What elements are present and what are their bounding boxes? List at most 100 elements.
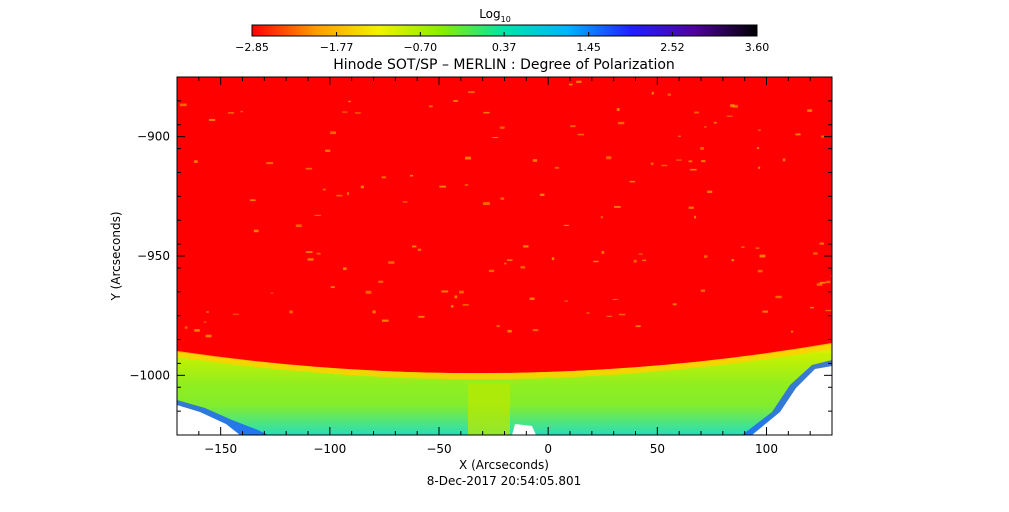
speckle xyxy=(810,306,814,309)
speckle xyxy=(694,111,699,114)
speckle xyxy=(618,313,626,316)
colorbar-tick-label: −1.77 xyxy=(320,41,354,54)
speckle xyxy=(417,248,422,252)
slit-gap-strip xyxy=(468,383,510,435)
speckle xyxy=(606,156,612,160)
speckle xyxy=(816,283,823,286)
x-tick-label: 50 xyxy=(650,442,665,456)
speckle xyxy=(462,304,469,306)
y-tick-label: −900 xyxy=(137,130,170,144)
speckle xyxy=(661,164,668,167)
speckle xyxy=(341,111,348,113)
speckle xyxy=(483,111,490,114)
speckle xyxy=(205,334,212,338)
speckle xyxy=(775,295,782,299)
speckle xyxy=(563,224,570,226)
speckles xyxy=(179,80,832,338)
speckle xyxy=(464,184,469,186)
speckle xyxy=(492,136,499,139)
speckle xyxy=(688,160,693,163)
speckle xyxy=(253,229,259,233)
speckle xyxy=(365,290,372,294)
speckle xyxy=(305,167,313,170)
speckle xyxy=(506,259,513,261)
colorbar-tick-label: 3.60 xyxy=(745,41,770,54)
speckle xyxy=(726,115,733,117)
speckle xyxy=(756,147,760,150)
speckle xyxy=(330,286,335,289)
speckle xyxy=(381,319,389,322)
speckle xyxy=(790,330,794,333)
speckle xyxy=(402,201,408,203)
x-tick-label: 100 xyxy=(755,442,778,456)
speckle xyxy=(551,257,555,261)
speckle xyxy=(523,245,529,248)
speckle xyxy=(577,133,584,136)
speckle xyxy=(635,325,641,328)
x-tick-label: −50 xyxy=(426,442,451,456)
speckle xyxy=(638,253,643,255)
speckle xyxy=(194,329,200,332)
no-data-right xyxy=(752,366,832,435)
x-tick-label: −100 xyxy=(313,442,346,456)
speckle xyxy=(819,281,826,284)
speckle xyxy=(642,259,647,262)
speckle xyxy=(184,326,188,329)
speckle xyxy=(529,297,535,300)
speckle xyxy=(564,300,568,302)
speckle xyxy=(612,298,619,300)
speckle xyxy=(354,112,361,114)
speckle xyxy=(694,215,697,219)
speckle xyxy=(496,325,500,328)
no-data-center xyxy=(512,424,536,435)
speckle xyxy=(439,185,446,188)
speckle xyxy=(409,174,414,177)
x-tick-label: 0 xyxy=(544,442,552,456)
speckle xyxy=(741,246,745,248)
speckle xyxy=(179,103,187,107)
speckle xyxy=(330,131,337,135)
speckle xyxy=(600,216,603,219)
speckle xyxy=(411,245,417,248)
speckle xyxy=(504,262,507,265)
speckle xyxy=(701,160,706,163)
speckle xyxy=(795,133,801,136)
speckle xyxy=(667,93,672,96)
speckle xyxy=(825,309,832,312)
speckle xyxy=(388,261,395,264)
speckle xyxy=(586,312,590,314)
speckle xyxy=(713,121,717,124)
speckle xyxy=(813,252,818,255)
speckle xyxy=(830,275,832,277)
speckle xyxy=(507,329,512,333)
speckle xyxy=(758,129,761,131)
speckle xyxy=(700,147,704,150)
colorbar-tick-label: −2.85 xyxy=(235,41,269,54)
speckle xyxy=(500,197,505,200)
no-data-left xyxy=(177,405,240,435)
speckle xyxy=(601,251,605,254)
speckle xyxy=(616,108,620,112)
speckle xyxy=(617,121,625,125)
speckle xyxy=(704,126,707,128)
speckle xyxy=(826,280,831,284)
speckle xyxy=(428,105,433,108)
speckle xyxy=(441,290,449,293)
speckle xyxy=(762,310,769,313)
speckle xyxy=(782,158,786,162)
speckle xyxy=(593,260,599,263)
speckle xyxy=(307,258,314,261)
y-tick-label: −950 xyxy=(137,249,170,263)
speckle xyxy=(819,242,824,245)
speckle xyxy=(554,166,560,169)
speckle xyxy=(346,192,350,196)
speckle xyxy=(295,224,302,228)
speckle xyxy=(378,280,384,283)
speckle xyxy=(539,193,545,196)
speckle xyxy=(418,315,425,318)
speckle xyxy=(459,290,464,294)
colorbar-tick-label: −0.70 xyxy=(403,41,437,54)
speckle xyxy=(570,125,576,128)
speckle xyxy=(325,149,331,152)
speckle xyxy=(249,199,256,202)
